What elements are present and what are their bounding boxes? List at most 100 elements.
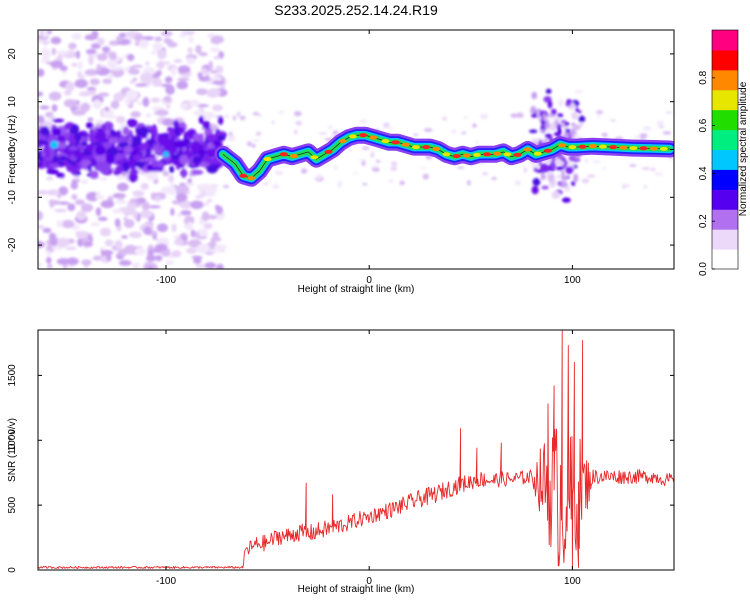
- signal-hotspot: [290, 154, 299, 159]
- noise-core-blob: [94, 154, 107, 162]
- noise-blob: [198, 52, 208, 57]
- noise-blob: [482, 171, 489, 176]
- noise-core-blob: [106, 146, 119, 157]
- noise-blob: [123, 244, 138, 255]
- noise-blob: [213, 55, 220, 60]
- signal-hotspot: [263, 157, 272, 162]
- noise-blob: [206, 198, 213, 203]
- spectrogram-ylabel: Frequency (Hz): [7, 115, 18, 184]
- noise-core-blob: [206, 147, 217, 158]
- burst-blob: [565, 102, 572, 107]
- noise-blob: [232, 115, 236, 121]
- colorbar-segment: [712, 157, 738, 162]
- noise-blob: [251, 143, 257, 148]
- noise-core-blob: [87, 164, 93, 173]
- noise-blob: [56, 50, 70, 55]
- noise-blob: [71, 62, 78, 67]
- noise-core-blob: [105, 154, 115, 164]
- signal-hotspot: [401, 142, 410, 147]
- noise-blob: [214, 204, 220, 211]
- signal-hotspot: [659, 146, 668, 151]
- noise-blob: [204, 262, 217, 269]
- burst-blob: [560, 122, 565, 127]
- noise-blob: [132, 64, 144, 68]
- noise-blob: [212, 80, 225, 85]
- colorbar-segment: [712, 129, 738, 135]
- noise-blob: [142, 97, 150, 107]
- noise-blob: [38, 262, 43, 268]
- spectrogram-xlabel: Height of straight line (km): [298, 284, 415, 295]
- noise-blob: [145, 61, 150, 66]
- noise-blob: [38, 210, 44, 221]
- noise-blob: [190, 200, 204, 210]
- noise-blob: [263, 182, 269, 185]
- colorbar-segment: [712, 65, 738, 71]
- noise-core-blob: [137, 142, 150, 149]
- noise-blob: [67, 203, 76, 212]
- noise-blob: [136, 197, 147, 204]
- burst-blob: [541, 185, 549, 190]
- noise-core-blob: [190, 144, 202, 153]
- colorbar-segment: [712, 93, 738, 99]
- noise-blob: [246, 141, 252, 147]
- noise-blob: [227, 135, 237, 142]
- noise-blob: [80, 102, 91, 112]
- noise-core-blob: [134, 161, 146, 168]
- noise-core-blob: [127, 135, 133, 146]
- signal-hotspot: [442, 152, 451, 157]
- colorbar-segment: [712, 173, 738, 178]
- noise-blob: [75, 230, 89, 239]
- noise-core-blob: [74, 124, 79, 133]
- snr-ylabel: SNR (10 * v/v): [7, 418, 18, 482]
- colorbar-tick-label: 0.2: [698, 214, 709, 228]
- burst-blob: [549, 122, 557, 132]
- noise-hotspot: [50, 140, 59, 149]
- noise-blob: [66, 257, 79, 266]
- colorbar-segment: [712, 105, 738, 111]
- signal-hotspot: [310, 155, 319, 160]
- noise-blob: [40, 57, 50, 64]
- signal-hotspot: [533, 151, 542, 156]
- signal-hotspot: [483, 152, 492, 157]
- colorbar-segment: [712, 225, 738, 230]
- noise-blob: [218, 51, 224, 59]
- figure-title: S233.2025.252.14.24.R19: [274, 2, 438, 18]
- noise-blob: [208, 60, 214, 71]
- noise-blob: [154, 36, 163, 42]
- noise-blob: [130, 200, 138, 204]
- noise-blob: [361, 183, 368, 186]
- noise-blob: [123, 31, 137, 37]
- noise-blob: [212, 231, 219, 239]
- noise-blob: [523, 167, 528, 173]
- colorbar-segment: [712, 61, 738, 67]
- noise-blob: [163, 95, 172, 103]
- noise-core-blob: [198, 115, 204, 125]
- noise-blob: [586, 174, 596, 178]
- burst-blob: [567, 161, 573, 168]
- noise-core-blob: [217, 116, 224, 125]
- noise-blob: [167, 174, 175, 183]
- noise-blob: [151, 77, 163, 87]
- signal-hotspot: [639, 146, 648, 151]
- y-tick-label: -20: [7, 237, 18, 252]
- burst-blob: [574, 90, 583, 94]
- colorbar-segment: [712, 209, 738, 214]
- colorbar-segment: [712, 193, 738, 198]
- colorbar-segment: [712, 97, 738, 103]
- noise-core-blob: [206, 133, 218, 142]
- noise-blob: [116, 175, 125, 180]
- noise-blob: [348, 147, 352, 152]
- noise-core-blob: [117, 149, 125, 154]
- burst-blob: [579, 121, 584, 127]
- noise-blob: [75, 50, 81, 59]
- noise-blob: [81, 259, 92, 266]
- noise-blob: [361, 160, 366, 167]
- noise-blob: [96, 64, 102, 72]
- noise-blob: [203, 222, 213, 230]
- signal-hotspot: [452, 154, 461, 159]
- colorbar-segment: [712, 265, 738, 270]
- spectrogram-heatmap: [38, 30, 674, 269]
- noise-blob: [209, 47, 221, 53]
- noise-blob: [204, 201, 210, 207]
